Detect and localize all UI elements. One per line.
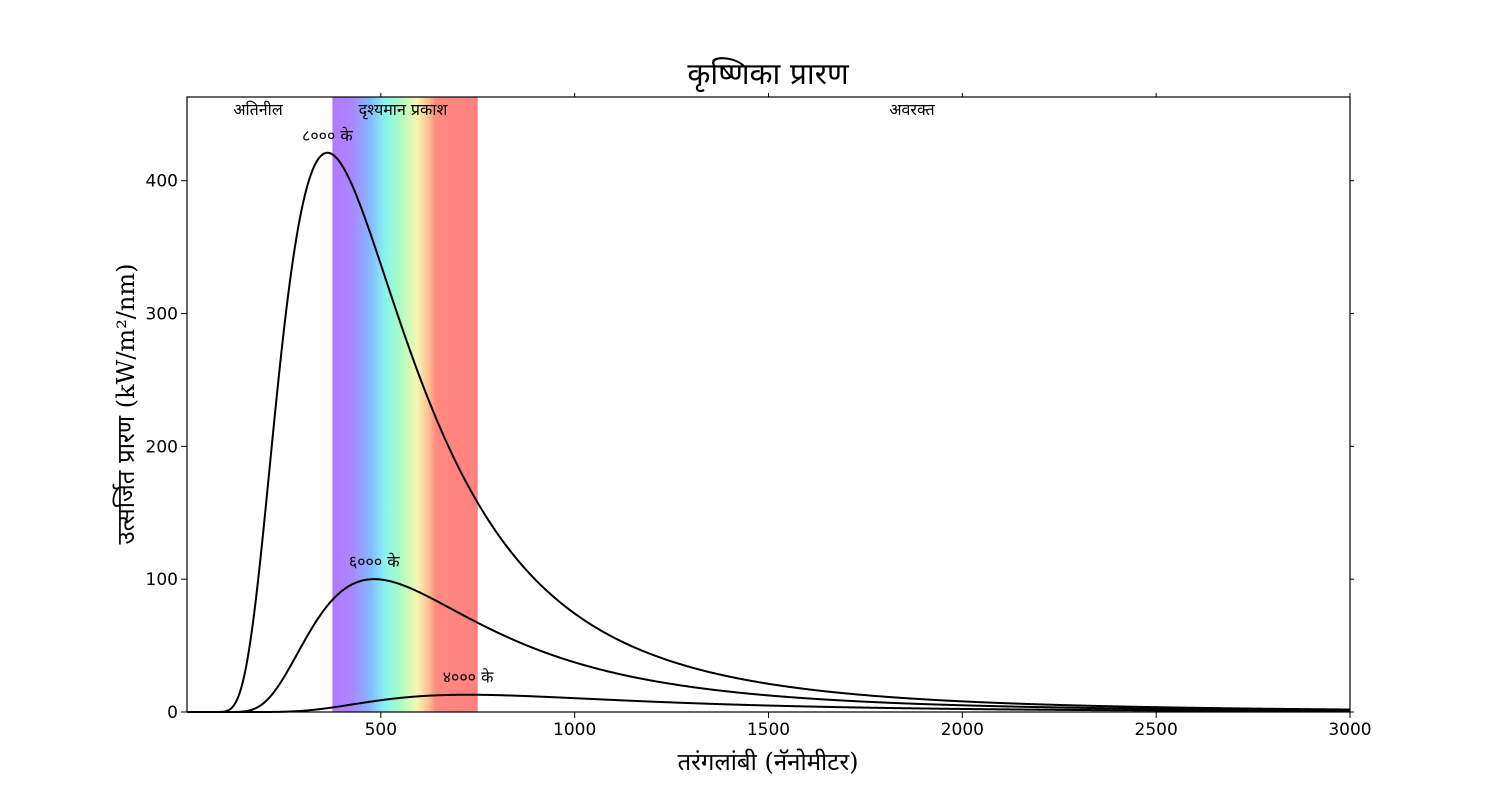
- x-tick-label-2000: 2000: [941, 720, 984, 740]
- series-line-4000k: [187, 693, 1350, 713]
- x-axis-label: तरंगलांबी (नॅनोमीटर): [677, 748, 858, 776]
- y-tick-label-200: 200: [146, 437, 178, 457]
- region-label-1: दृश्यमान प्रकाश: [359, 100, 449, 120]
- y-tick-label-0: 0: [167, 703, 178, 723]
- region-label-0: अतिनील: [233, 100, 284, 119]
- chart-title: कृष्णिका प्रारण: [687, 57, 850, 93]
- y-tick-label-300: 300: [146, 305, 178, 325]
- x-tick-label-2500: 2500: [1135, 720, 1178, 740]
- curve-labels: ८००० के ६००० के ४००० के: [302, 126, 494, 687]
- y-tick-label-100: 100: [146, 570, 178, 590]
- series-line-6000k: [187, 578, 1350, 713]
- y-tick-label-400: 400: [146, 172, 178, 192]
- region-label-2: अवरक्त: [889, 100, 935, 119]
- region-labels: अतिनील दृश्यमान प्रकाश अवरक्त: [233, 100, 935, 120]
- x-tick-label-1000: 1000: [553, 720, 596, 740]
- x-axis: 500 1000 1500 2000 2500 3000: [365, 93, 1372, 740]
- curve-label-6000k: ६००० के: [349, 552, 400, 571]
- y-axis-label: उत्सर्जित प्रारण (kW/m²/nm): [112, 264, 140, 545]
- x-tick-label-500: 500: [365, 720, 397, 740]
- series-curves: [187, 151, 1350, 713]
- curve-label-8000k: ८००० के: [302, 126, 353, 145]
- x-tick-label-3000: 3000: [1328, 720, 1371, 740]
- series-line-8000k: [187, 151, 1350, 713]
- curve-label-4000k: ४००० के: [443, 668, 494, 687]
- y-axis: 0 100 200 300 400: [146, 172, 1354, 723]
- x-tick-label-1500: 1500: [747, 720, 790, 740]
